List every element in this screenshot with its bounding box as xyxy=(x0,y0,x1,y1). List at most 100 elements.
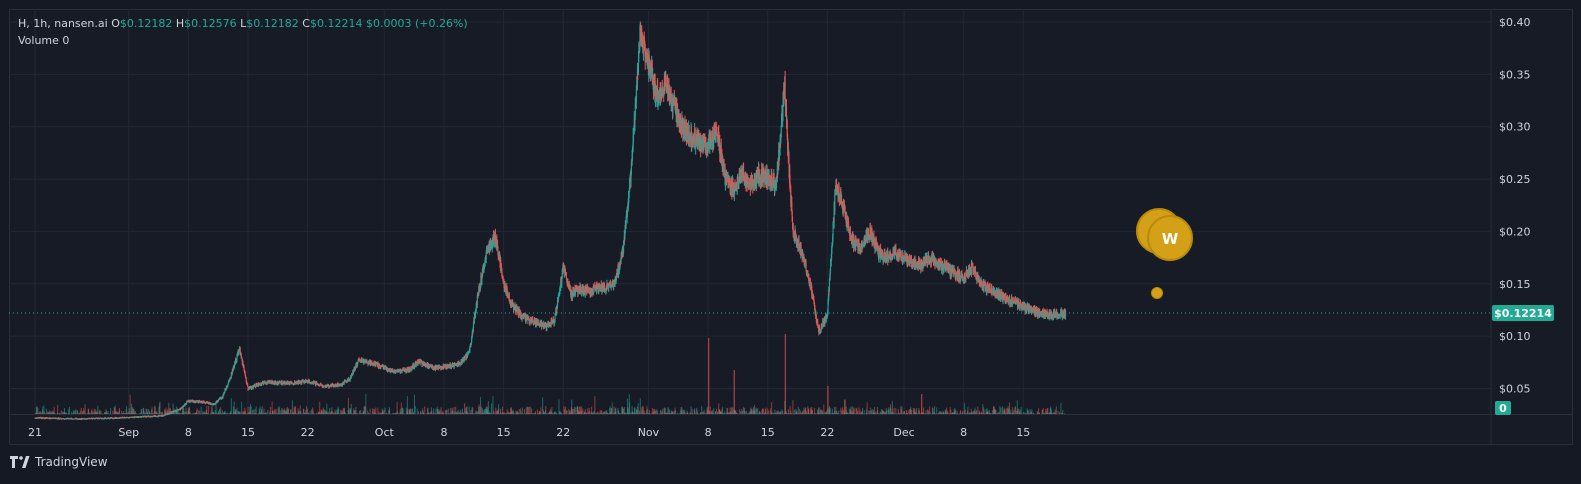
volume-bar xyxy=(184,411,186,414)
volume-bar xyxy=(458,412,460,414)
volume-bar xyxy=(384,407,386,414)
candle-body xyxy=(69,418,71,420)
volume-bar xyxy=(395,412,397,414)
volume-bar xyxy=(309,410,311,414)
candle-body xyxy=(355,364,357,368)
candle-body xyxy=(593,287,595,293)
volume-bar xyxy=(452,411,454,414)
volume-bar xyxy=(177,413,179,414)
volume-bar xyxy=(427,407,429,414)
volume-bar xyxy=(38,412,40,414)
candle-body xyxy=(260,383,262,385)
candle-body xyxy=(409,368,411,370)
volume-bar xyxy=(398,412,400,414)
volume-bar xyxy=(413,394,415,414)
candle-body xyxy=(141,416,142,418)
volume-bar xyxy=(491,403,493,414)
time-tick-label: 8 xyxy=(440,426,447,439)
volume-bar xyxy=(89,412,91,414)
volume-bar xyxy=(472,407,474,414)
volume-bar xyxy=(494,412,496,414)
volume-bar xyxy=(104,412,106,414)
time-tick-label: 22 xyxy=(556,426,570,439)
candle-body xyxy=(115,418,117,420)
volume-bar xyxy=(400,411,402,414)
candle-body xyxy=(541,322,543,327)
volume-bar xyxy=(587,408,589,414)
volume-bar xyxy=(63,408,65,414)
candle-body xyxy=(445,365,447,368)
volume-bar xyxy=(543,411,545,414)
volume-bar xyxy=(597,412,599,414)
volume-bar xyxy=(583,411,585,414)
candle-body xyxy=(587,287,589,292)
volume-bar xyxy=(233,401,235,414)
volume-bar xyxy=(480,397,482,414)
price-tick-label: $0.40 xyxy=(1499,16,1531,29)
volume-bar xyxy=(255,406,257,414)
volume-bar xyxy=(179,412,181,414)
volume-bar xyxy=(526,412,528,414)
volume-bar xyxy=(246,412,248,414)
candlestick-chart[interactable]: $0.40 $0.35 $0.30 $0.25 $0.20 $0.15 $0.10 $0.05… xyxy=(9,9,1573,445)
candle-body xyxy=(413,366,415,368)
volume-bar xyxy=(470,409,472,414)
candle-body xyxy=(522,314,524,319)
volume-bar xyxy=(329,407,331,414)
volume-bar xyxy=(74,409,76,414)
volume-bar xyxy=(564,406,566,414)
volume-bar xyxy=(158,406,160,414)
volume-bar xyxy=(607,413,609,414)
volume-bar xyxy=(84,404,86,414)
volume-bar xyxy=(266,412,268,414)
volume-bar xyxy=(564,409,566,414)
candle-body xyxy=(539,323,541,325)
volume-bar xyxy=(356,412,358,414)
volume-bar xyxy=(321,411,323,414)
candle-body xyxy=(49,418,51,420)
volume-bar xyxy=(286,408,288,414)
volume-bar xyxy=(378,412,380,414)
volume-bar xyxy=(383,409,385,414)
volume-bar xyxy=(542,397,544,414)
volume-bar xyxy=(202,412,204,414)
volume-bar xyxy=(496,410,497,414)
candle-body xyxy=(282,382,284,384)
volume-bar xyxy=(287,408,289,414)
volume-bar xyxy=(475,410,477,414)
volume-bar xyxy=(123,410,125,414)
candle-body xyxy=(264,381,266,384)
volume-bar xyxy=(99,409,101,414)
candle-body xyxy=(256,384,258,386)
chart-frame[interactable] xyxy=(9,9,1573,445)
volume-bar xyxy=(275,408,277,414)
volume-bar xyxy=(489,412,491,414)
candle-body xyxy=(244,371,246,376)
candle-body xyxy=(333,384,335,387)
volume-bar xyxy=(454,412,456,414)
volume-bar xyxy=(412,412,414,414)
volume-bar xyxy=(389,408,391,414)
volume-bar xyxy=(431,407,433,414)
volume-bar xyxy=(53,407,55,414)
candle-body xyxy=(423,362,425,366)
volume-bar xyxy=(76,409,78,414)
candle-body xyxy=(325,385,327,387)
volume-bar xyxy=(584,409,586,414)
volume-bar xyxy=(563,406,565,414)
volume-bar xyxy=(500,413,502,414)
volume-bar xyxy=(48,413,50,414)
volume-bar xyxy=(437,408,439,414)
volume-bar xyxy=(508,411,510,414)
volume-bar xyxy=(121,410,123,414)
volume-bar xyxy=(210,412,212,414)
volume-bar xyxy=(253,413,255,414)
candle-body xyxy=(470,342,472,345)
candle-body xyxy=(131,417,133,419)
volume-bar xyxy=(245,410,247,414)
candle-body xyxy=(504,283,506,291)
volume-bar xyxy=(609,406,611,414)
volume-bar xyxy=(372,411,374,414)
volume-bar xyxy=(527,412,529,414)
candle-body xyxy=(538,322,540,325)
